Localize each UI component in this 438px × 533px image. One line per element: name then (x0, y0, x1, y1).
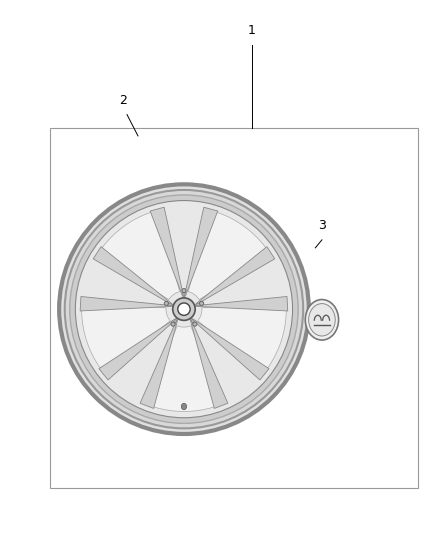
Ellipse shape (173, 298, 195, 320)
Polygon shape (193, 303, 200, 306)
Polygon shape (192, 319, 269, 380)
Ellipse shape (193, 322, 197, 326)
Polygon shape (168, 303, 175, 306)
Polygon shape (183, 293, 185, 300)
Ellipse shape (164, 301, 168, 305)
Polygon shape (198, 302, 286, 375)
Circle shape (181, 403, 187, 410)
Polygon shape (196, 247, 275, 305)
Polygon shape (150, 207, 184, 296)
Text: 2: 2 (119, 94, 127, 107)
Polygon shape (191, 320, 228, 408)
Polygon shape (145, 326, 223, 411)
Polygon shape (189, 317, 194, 324)
Polygon shape (97, 210, 180, 300)
Ellipse shape (200, 301, 204, 305)
Circle shape (305, 300, 339, 340)
Ellipse shape (171, 322, 175, 326)
Text: 3: 3 (318, 219, 326, 232)
Text: 1: 1 (248, 25, 256, 37)
Polygon shape (80, 296, 172, 311)
Circle shape (309, 304, 335, 336)
Polygon shape (184, 207, 218, 296)
Ellipse shape (59, 184, 309, 434)
Ellipse shape (75, 200, 293, 418)
Polygon shape (81, 302, 170, 375)
Ellipse shape (182, 288, 186, 293)
Polygon shape (196, 296, 288, 311)
Polygon shape (140, 320, 177, 408)
Ellipse shape (65, 190, 303, 429)
Polygon shape (173, 317, 179, 324)
Ellipse shape (70, 195, 298, 423)
Polygon shape (93, 247, 172, 305)
Ellipse shape (178, 303, 190, 316)
Polygon shape (188, 210, 271, 300)
Polygon shape (99, 319, 176, 380)
